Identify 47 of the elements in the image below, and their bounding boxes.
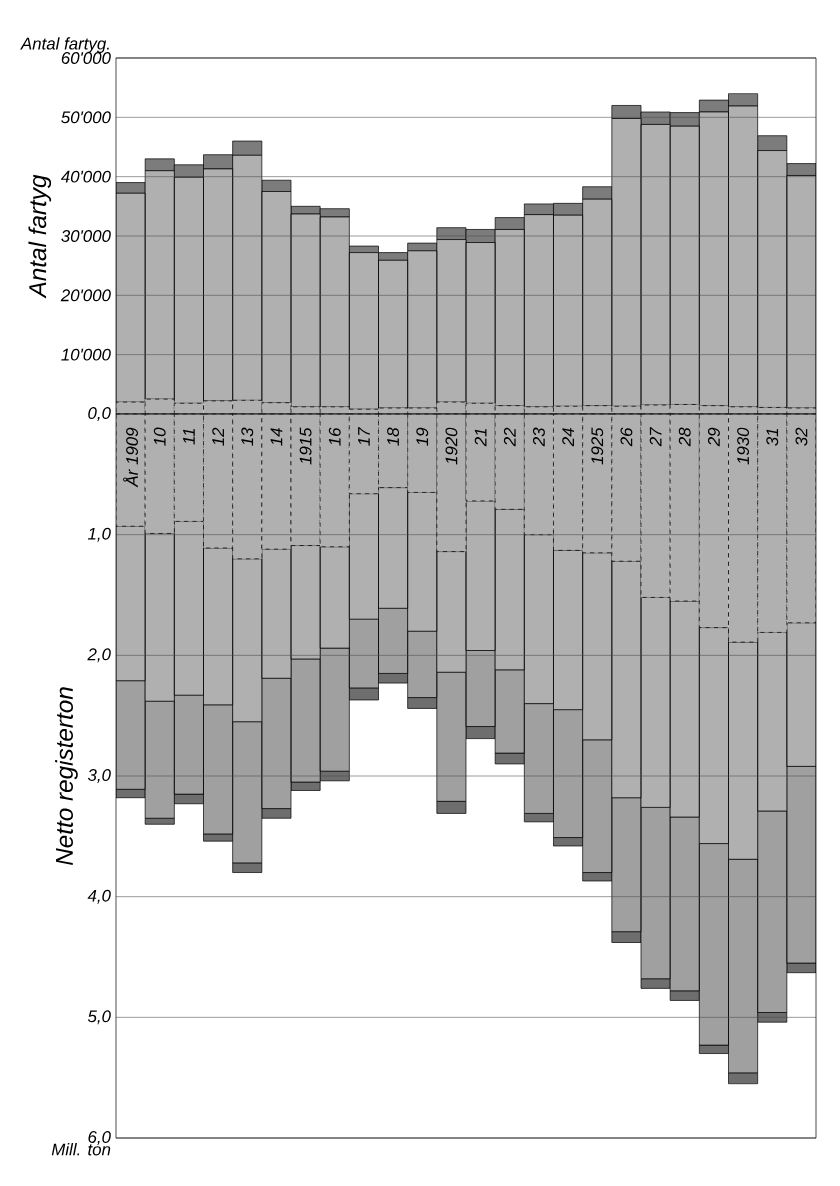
x-tick-label: 26 [620,427,633,447]
bar [261,179,292,192]
y-tick-label: 50'000 [61,111,111,124]
x-tick-label: 19 [416,427,429,446]
x-tick-label: 29 [707,427,720,447]
y-tick-label: 30'000 [61,230,111,242]
x-tick-label: 16 [328,427,341,446]
x-tick-label: 10 [153,427,166,446]
x-tick-label: 18 [387,427,400,446]
bar [582,186,613,200]
y-axis-title: Netto registerton [55,687,78,866]
x-tick-label: 11 [183,428,195,445]
x-tick-label: 12 [212,427,224,446]
x-tick-label: 1920 [445,427,458,465]
text: Mill. ton [51,1143,111,1156]
y-tick-label: 3,0 [87,769,111,783]
y-tick-label: 6,0 [88,1131,111,1145]
x-tick-label: 17 [358,426,370,446]
x-tick-label: 24 [562,428,574,447]
x-tick-label: 32 [795,427,808,446]
bar [494,217,525,230]
y-tick-label: 2,0 [87,648,111,663]
x-tick-label: 23 [532,427,545,447]
x-tick-label: 22 [503,427,516,447]
y-axis-title: Antal fartyg [28,174,52,299]
x-tick-label: 21 [474,428,487,447]
y-tick-label: 4,0 [87,889,111,904]
x-tick-label: 1925 [591,427,604,465]
y-tick-label: 0,0 [88,407,111,421]
x-tick-label: 14 [270,428,283,446]
y-tick-label: 5,0 [87,1010,111,1025]
bar [757,135,788,151]
bar [640,978,671,989]
x-tick-label: 13 [241,427,254,446]
y-tick-label: 40'000 [60,170,111,183]
x-tick-label: 1930 [737,427,750,465]
text: Antal fartyg. [20,37,109,53]
x-tick-label: 28 [678,427,691,447]
x-tick-label: 27 [649,426,662,447]
y-tick-label: 1,0 [87,527,111,542]
x-tick-label: 31 [766,428,779,446]
x-tick-label: 1915 [299,427,312,465]
bar [669,990,700,1001]
y-tick-label: 10'000 [61,348,111,361]
y-tick-label: 20'000 [60,289,111,302]
y-tick-label: 60'000 [61,52,111,64]
x-tick-label: År 1909 [123,427,139,488]
